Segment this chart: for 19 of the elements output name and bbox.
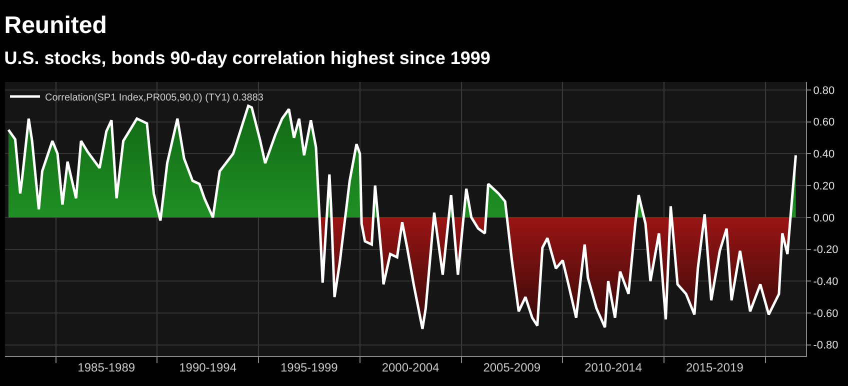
legend-label: Correlation(SP1 Index,PR005,90,0) (TY1) 0.3883 — [45, 92, 264, 104]
chart-title: Reunited — [4, 12, 107, 39]
y-tick-label: 0.80 — [813, 84, 835, 97]
y-tick-label: 0.00 — [813, 212, 835, 224]
y-tick-label: -0.20 — [813, 244, 838, 256]
x-tick-label: 2005-2009 — [483, 360, 541, 374]
y-tick-label: -0.80 — [813, 340, 838, 352]
y-tick-label: -0.60 — [813, 308, 838, 320]
x-tick-label: 2000-2004 — [382, 360, 440, 374]
chart-subtitle: U.S. stocks, bonds 90-day correlation highest since 1999 — [4, 48, 490, 68]
x-tick-label: 1995-1999 — [280, 360, 338, 374]
y-tick-label: 0.40 — [813, 148, 835, 161]
y-tick-label: 0.20 — [813, 180, 835, 192]
y-tick-label: -0.40 — [813, 276, 838, 288]
y-tick-label: 0.60 — [813, 116, 835, 129]
x-tick-label: 1990-1994 — [179, 360, 237, 374]
x-tick-label: 1985-1989 — [78, 360, 136, 374]
x-tick-label: 2010-2014 — [584, 360, 642, 374]
x-tick-label: 2015-2019 — [686, 360, 744, 374]
